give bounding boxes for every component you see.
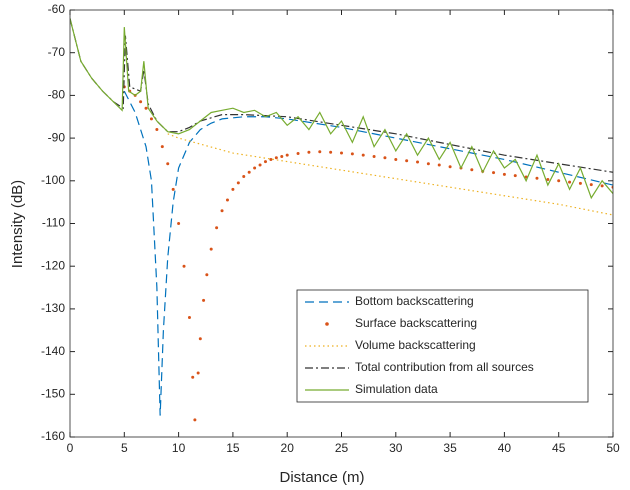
marker: [253, 166, 257, 170]
marker: [307, 150, 311, 154]
marker: [318, 150, 322, 154]
marker: [177, 222, 181, 225]
marker: [383, 156, 387, 160]
marker: [437, 163, 441, 167]
marker: [535, 176, 539, 180]
marker: [209, 247, 213, 251]
marker: [160, 145, 164, 149]
marker: [280, 154, 284, 158]
marker: [502, 172, 506, 176]
x-tick-label: 5: [121, 441, 128, 455]
x-tick-label: 10: [172, 441, 186, 455]
y-axis-label: Intensity (dB): [9, 180, 26, 268]
marker: [187, 315, 191, 319]
legend-marker: [325, 322, 329, 326]
legend-label: Total contribution from all sources: [355, 360, 534, 374]
marker: [198, 337, 202, 341]
y-tick-label: -110: [42, 216, 65, 230]
marker: [405, 159, 409, 163]
marker: [416, 160, 420, 164]
marker: [193, 418, 197, 422]
y-tick-label: -120: [41, 258, 65, 272]
marker: [285, 153, 289, 157]
x-tick-label: 40: [498, 441, 512, 455]
y-tick-label: -60: [48, 2, 66, 16]
y-tick-label: -160: [41, 429, 65, 443]
x-tick-label: 25: [335, 441, 349, 455]
marker: [182, 264, 186, 268]
marker: [149, 117, 153, 121]
marker: [269, 157, 273, 161]
marker: [236, 181, 240, 185]
marker: [215, 226, 219, 230]
marker: [220, 209, 224, 213]
marker: [513, 174, 517, 178]
x-tick-label: 0: [67, 441, 74, 455]
legend-label: Bottom backscattering: [355, 294, 474, 308]
marker: [578, 181, 582, 185]
marker: [546, 178, 550, 182]
x-tick-label: 30: [389, 441, 403, 455]
marker: [205, 273, 209, 277]
marker: [202, 298, 206, 302]
y-tick-label: -130: [41, 301, 65, 315]
series-line: [123, 90, 613, 416]
y-tick-label: -100: [41, 173, 65, 187]
marker: [242, 175, 246, 179]
marker: [258, 163, 262, 167]
marker: [448, 165, 452, 169]
series-line: [70, 18, 613, 173]
y-tick-label: -80: [48, 88, 66, 102]
legend-label: Surface backscattering: [355, 316, 477, 330]
marker: [231, 187, 235, 191]
marker: [263, 160, 267, 164]
marker: [394, 157, 398, 161]
marker: [296, 151, 300, 155]
y-tick-label: -140: [41, 344, 65, 358]
marker: [600, 184, 604, 188]
marker: [589, 183, 593, 187]
marker: [225, 198, 229, 202]
x-axis-label: Distance (m): [279, 469, 364, 486]
marker: [166, 162, 170, 166]
x-tick-label: 15: [226, 441, 240, 455]
marker: [329, 150, 333, 154]
axes-box: [69, 9, 614, 438]
legend-label: Volume backscattering: [355, 338, 476, 352]
marker: [470, 168, 474, 172]
marker: [372, 154, 376, 158]
marker: [340, 151, 343, 155]
series-line: [167, 133, 613, 216]
series-line: [70, 18, 613, 200]
marker: [274, 156, 278, 160]
marker: [426, 162, 430, 166]
x-tick-label: 20: [281, 441, 295, 455]
marker: [492, 171, 496, 175]
marker: [196, 371, 200, 375]
marker: [247, 170, 251, 174]
marker: [144, 106, 148, 110]
marker: [191, 375, 195, 379]
marker: [171, 187, 175, 191]
marker: [568, 180, 572, 184]
x-tick-label: 35: [443, 441, 457, 455]
x-tick-label: 45: [552, 441, 566, 455]
legend-label: Simulation data: [355, 382, 438, 396]
marker: [350, 152, 354, 156]
marker: [155, 128, 159, 132]
marker: [139, 100, 143, 104]
plot: [70, 18, 613, 422]
x-tick-label: 50: [606, 441, 620, 455]
y-tick-label: -90: [48, 130, 66, 144]
marker: [361, 153, 365, 157]
marker: [557, 179, 561, 183]
y-tick-label: -70: [48, 45, 66, 59]
y-tick-label: -150: [41, 386, 65, 400]
